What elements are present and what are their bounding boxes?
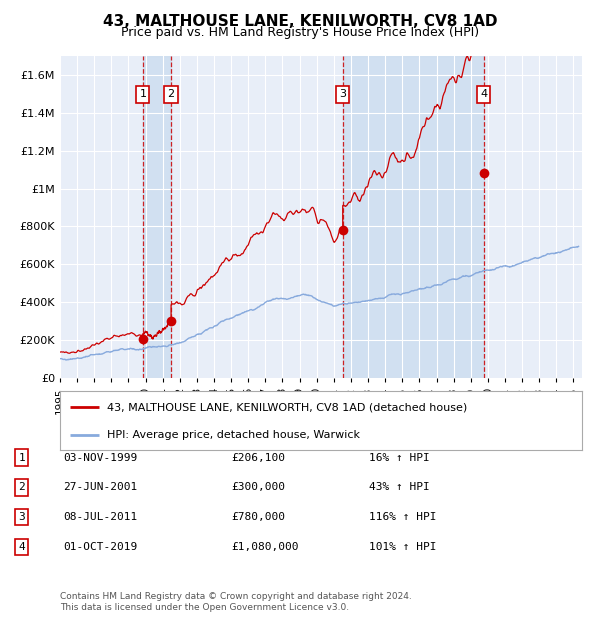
Text: Contains HM Land Registry data © Crown copyright and database right 2024.: Contains HM Land Registry data © Crown c… [60, 592, 412, 601]
Text: 4: 4 [18, 542, 25, 552]
Text: 3: 3 [18, 512, 25, 522]
Text: 27-JUN-2001: 27-JUN-2001 [63, 482, 137, 492]
Text: £300,000: £300,000 [231, 482, 285, 492]
Text: 01-OCT-2019: 01-OCT-2019 [63, 542, 137, 552]
Text: £206,100: £206,100 [231, 453, 285, 463]
Text: 2: 2 [167, 89, 175, 99]
Text: 1: 1 [139, 89, 146, 99]
Text: 116% ↑ HPI: 116% ↑ HPI [369, 512, 437, 522]
Text: This data is licensed under the Open Government Licence v3.0.: This data is licensed under the Open Gov… [60, 603, 349, 612]
Text: £1,080,000: £1,080,000 [231, 542, 299, 552]
Text: 3: 3 [339, 89, 346, 99]
Text: £780,000: £780,000 [231, 512, 285, 522]
Bar [143, 56, 171, 378]
Text: 03-NOV-1999: 03-NOV-1999 [63, 453, 137, 463]
Text: HPI: Average price, detached house, Warwick: HPI: Average price, detached house, Warw… [107, 430, 360, 440]
Text: 1: 1 [18, 453, 25, 463]
Text: 43, MALTHOUSE LANE, KENILWORTH, CV8 1AD: 43, MALTHOUSE LANE, KENILWORTH, CV8 1AD [103, 14, 497, 29]
Text: 4: 4 [480, 89, 487, 99]
Text: 2: 2 [18, 482, 25, 492]
Text: 43% ↑ HPI: 43% ↑ HPI [369, 482, 430, 492]
Text: Price paid vs. HM Land Registry's House Price Index (HPI): Price paid vs. HM Land Registry's House … [121, 26, 479, 39]
Text: 08-JUL-2011: 08-JUL-2011 [63, 512, 137, 522]
Bar [343, 56, 484, 378]
Text: 101% ↑ HPI: 101% ↑ HPI [369, 542, 437, 552]
Text: 43, MALTHOUSE LANE, KENILWORTH, CV8 1AD (detached house): 43, MALTHOUSE LANE, KENILWORTH, CV8 1AD … [107, 402, 467, 412]
Text: 16% ↑ HPI: 16% ↑ HPI [369, 453, 430, 463]
